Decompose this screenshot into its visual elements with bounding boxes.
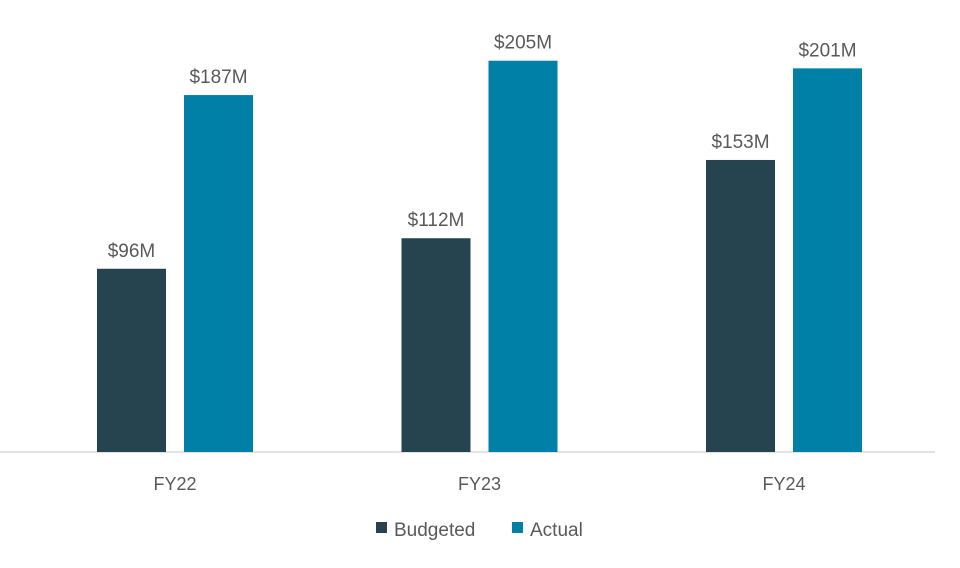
data-label: $112M bbox=[408, 210, 465, 231]
legend-label-budgeted: Budgeted bbox=[394, 520, 475, 541]
data-label: $96M bbox=[108, 241, 156, 262]
bar-budgeted-fy22 bbox=[97, 268, 166, 452]
bar-actual-fy22 bbox=[184, 95, 253, 452]
x-tick-label: FY23 bbox=[458, 474, 501, 494]
bar-budgeted-fy24 bbox=[706, 159, 775, 453]
data-label: $187M bbox=[189, 67, 247, 88]
legend: Budgeted Actual bbox=[376, 520, 583, 541]
legend-label-actual: Actual bbox=[530, 520, 583, 541]
bar-actual-fy23 bbox=[488, 60, 558, 452]
data-label: $201M bbox=[798, 40, 856, 61]
legend-swatch-actual bbox=[512, 522, 523, 533]
x-tick-label: FY22 bbox=[153, 474, 196, 494]
bar-budgeted-fy23 bbox=[401, 238, 471, 452]
x-tick-label: FY24 bbox=[762, 474, 805, 494]
bar-actual-fy24 bbox=[793, 68, 862, 452]
data-label: $205M bbox=[494, 33, 552, 54]
legend-swatch-budgeted bbox=[376, 522, 387, 533]
data-label: $153M bbox=[711, 132, 769, 153]
